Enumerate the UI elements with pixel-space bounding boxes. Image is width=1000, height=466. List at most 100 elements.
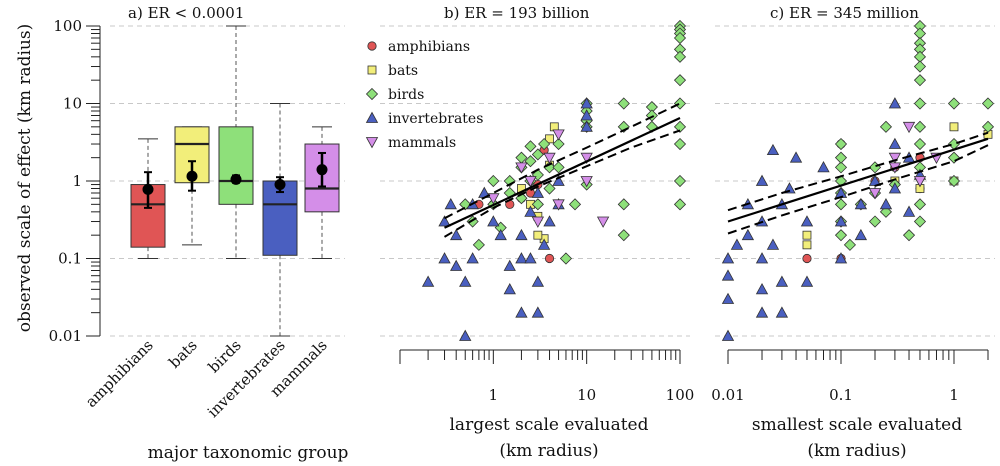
point-invertebrates xyxy=(421,275,435,287)
legend-label-amphibians: amphibians xyxy=(388,39,470,55)
point-invertebrates xyxy=(543,215,556,227)
point-birds xyxy=(487,174,500,188)
point-bats xyxy=(802,240,812,250)
point-invertebrates xyxy=(450,228,463,241)
panel-b-x-axis-unit: (km radius) xyxy=(499,441,598,461)
point-invertebrates xyxy=(444,197,457,210)
panel-c-x-axis-title: smallest scale evaluated xyxy=(752,415,962,435)
point-invertebrates xyxy=(766,143,780,156)
point-birds xyxy=(531,198,544,211)
box-birds xyxy=(218,25,254,259)
confidence-band-upper xyxy=(727,131,989,212)
legend-label-mammals: mammals xyxy=(388,135,456,151)
panel-a-y-tick-label: 100 xyxy=(53,17,82,35)
point-invertebrates xyxy=(515,306,528,318)
regression-line xyxy=(444,117,681,229)
point-invertebrates xyxy=(524,205,537,217)
point-invertebrates xyxy=(459,329,472,341)
legend-item-amphibians: amphibians xyxy=(367,39,470,55)
point-invertebrates xyxy=(755,283,769,295)
legend-marker-invertebrates xyxy=(365,111,379,123)
point-birds xyxy=(673,137,687,151)
point-amphibians xyxy=(544,253,555,264)
panel-c-x-axis: 0.01 0.1 1 xyxy=(711,349,989,404)
point-birds xyxy=(913,137,927,151)
point-birds xyxy=(552,137,565,151)
panel-b-x-tick-label: 10 xyxy=(577,386,596,404)
legend-marker-birds xyxy=(365,87,379,101)
point-invertebrates xyxy=(834,215,848,227)
point-birds xyxy=(538,137,551,151)
point-invertebrates xyxy=(459,275,472,287)
point-invertebrates xyxy=(800,215,814,227)
point-invertebrates xyxy=(800,275,814,287)
point-mammals xyxy=(531,216,545,228)
box-invertebrates xyxy=(262,103,298,337)
point-birds xyxy=(617,97,630,110)
point-birds xyxy=(913,60,927,73)
panel-b-x-axis: 1 10 100 xyxy=(399,349,695,404)
panel-a-y-axis: 100 10 1 0.1 0.01 xyxy=(49,17,101,345)
point-birds xyxy=(673,198,687,211)
point-invertebrates xyxy=(730,238,744,250)
point-invertebrates xyxy=(834,252,848,264)
panel-a-x-tick-label-amphibians: amphibians xyxy=(82,336,157,411)
point-invertebrates xyxy=(515,228,528,241)
point-mammals xyxy=(596,216,610,228)
point-birds xyxy=(543,182,556,195)
box-mean-point xyxy=(230,173,242,185)
point-birds xyxy=(868,215,882,228)
panel-b-x-axis-title: largest scale evaluated xyxy=(450,415,649,435)
box-body xyxy=(218,126,254,205)
point-invertebrates xyxy=(531,275,545,287)
panel-b-x-tick-label: 1 xyxy=(489,386,499,404)
panel-c-title: c) ER = 345 million xyxy=(770,4,919,22)
point-invertebrates xyxy=(766,238,780,250)
point-invertebrates xyxy=(580,120,593,132)
box-mammals xyxy=(304,126,340,259)
legend-item-invertebrates: invertebrates xyxy=(365,111,483,127)
point-birds xyxy=(947,97,961,110)
confidence-band-lower xyxy=(727,144,989,235)
point-birds xyxy=(472,238,485,251)
point-invertebrates xyxy=(755,252,769,264)
panel-b-x-tick-label: 100 xyxy=(666,386,695,404)
panel-a-y-tick-label: 1 xyxy=(72,172,82,190)
point-invertebrates xyxy=(515,252,528,264)
point-mammals xyxy=(888,152,902,165)
point-birds xyxy=(834,151,848,164)
legend-item-birds: birds xyxy=(365,87,424,103)
point-birds xyxy=(834,137,848,151)
point-invertebrates xyxy=(888,137,902,149)
point-birds xyxy=(913,120,927,133)
point-invertebrates xyxy=(580,97,593,109)
point-birds xyxy=(617,229,630,242)
box-mean-point xyxy=(274,179,286,191)
point-birds xyxy=(673,74,687,87)
point-birds xyxy=(559,252,573,265)
panel-c-scatter: c) ER = 345 million 0.01 0.1 1 smallest sc… xyxy=(711,4,995,461)
point-birds xyxy=(673,174,687,188)
point-bats xyxy=(533,230,543,240)
legend-label-birds: birds xyxy=(388,87,424,103)
point-birds xyxy=(913,198,927,211)
point-invertebrates xyxy=(503,283,516,295)
point-birds xyxy=(913,97,927,110)
point-invertebrates xyxy=(888,182,902,194)
panel-b-scatter: b) ER = 193 billion 1 10 100 amphibians bat… xyxy=(365,4,695,461)
point-invertebrates xyxy=(755,174,769,186)
point-mammals xyxy=(524,176,537,188)
legend-item-bats: bats xyxy=(367,63,418,79)
legend-marker-bats xyxy=(367,65,377,75)
point-invertebrates xyxy=(741,228,755,241)
point-invertebrates xyxy=(775,275,789,287)
panel-a-x-tick-label-bats: bats xyxy=(165,336,201,372)
box-mean-point xyxy=(186,170,198,182)
point-birds xyxy=(673,50,687,63)
point-mammals xyxy=(552,129,565,141)
panel-c-x-tick-label: 1 xyxy=(949,386,959,404)
point-invertebrates xyxy=(503,259,516,271)
panel-b-title: b) ER = 193 billion xyxy=(444,4,590,22)
point-birds xyxy=(913,74,927,87)
